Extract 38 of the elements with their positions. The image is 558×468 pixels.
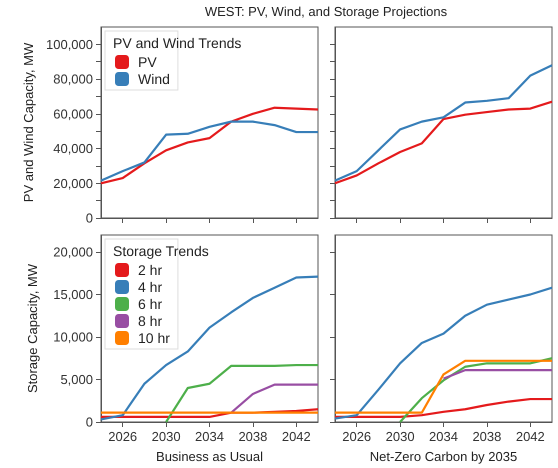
legend-title: Storage Trends [113, 243, 209, 259]
legend-label: 2 hr [138, 262, 162, 278]
y-tick-label: 40,000 [53, 141, 93, 156]
chart-title: WEST: PV, Wind, and Storage Projections [204, 4, 448, 19]
y-axis-title: PV and Wind Capacity, MW [21, 42, 36, 202]
legend-label: Wind [138, 71, 170, 87]
line-series [100, 106, 320, 184]
x-tick-label: 2030 [152, 429, 181, 444]
legend-title: PV and Wind Trends [113, 35, 242, 51]
x-tick-label: 2030 [386, 429, 415, 444]
y-tick-label: 60,000 [53, 106, 93, 122]
legend-label: 6 hr [138, 296, 162, 312]
y-tick-label: 100,000 [46, 36, 93, 52]
x-axis-title: Business as Usual [156, 449, 264, 464]
y-tick-label: 20,000 [53, 176, 93, 191]
x-tick-label: 2038 [238, 429, 268, 444]
y-axis-title: Storage Capacity, MW [25, 263, 40, 394]
line-series [165, 364, 320, 424]
x-tick-label: 2026 [342, 429, 372, 444]
y-tick-label: 0 [86, 210, 93, 226]
x-axis-title: Net-Zero Carbon by 2035 [370, 449, 518, 464]
legend-label: PV [138, 54, 158, 70]
x-tick-label: 2042 [516, 429, 545, 444]
x-tick-label: 2034 [195, 429, 224, 444]
x-tick-label: 2042 [282, 429, 311, 444]
x-tick-label: 2034 [429, 429, 458, 444]
line-series [100, 120, 320, 182]
legend-label: 10 hr [138, 330, 170, 346]
legend-label: 8 hr [138, 313, 162, 329]
y-tick-label: 20,000 [53, 244, 93, 260]
y-tick-label: 10,000 [53, 330, 93, 344]
y-tick-label: 5,000 [60, 372, 93, 387]
legend-label: 4 hr [138, 279, 162, 295]
y-tick-label: 0 [86, 414, 93, 430]
x-tick-label: 2038 [472, 429, 502, 444]
y-tick-label: 15,000 [53, 287, 93, 302]
x-tick-label: 2026 [108, 429, 138, 444]
y-tick-label: 80,000 [53, 72, 93, 87]
